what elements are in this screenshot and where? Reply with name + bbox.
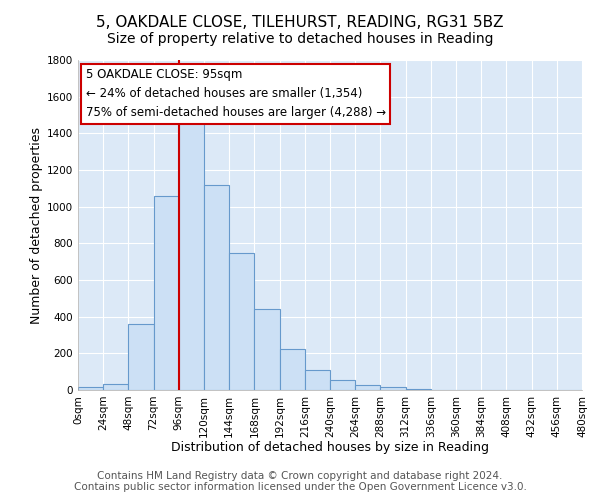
Bar bbox=[330, 380, 355, 390]
X-axis label: Distribution of detached houses by size in Reading: Distribution of detached houses by size … bbox=[171, 441, 489, 454]
Y-axis label: Number of detached properties: Number of detached properties bbox=[30, 126, 43, 324]
Bar bbox=[305, 370, 330, 390]
Bar bbox=[179, 120, 204, 390]
Bar bbox=[280, 349, 305, 390]
Bar bbox=[380, 386, 406, 390]
Bar bbox=[78, 387, 103, 390]
Bar bbox=[406, 389, 431, 390]
Bar bbox=[355, 384, 380, 390]
Bar bbox=[254, 310, 280, 390]
Text: 5, OAKDALE CLOSE, TILEHURST, READING, RG31 5BZ: 5, OAKDALE CLOSE, TILEHURST, READING, RG… bbox=[96, 15, 504, 30]
Text: 5 OAKDALE CLOSE: 95sqm
← 24% of detached houses are smaller (1,354)
75% of semi-: 5 OAKDALE CLOSE: 95sqm ← 24% of detached… bbox=[86, 68, 386, 119]
Bar bbox=[229, 254, 254, 390]
Text: Contains HM Land Registry data © Crown copyright and database right 2024.
Contai: Contains HM Land Registry data © Crown c… bbox=[74, 471, 526, 492]
Bar bbox=[103, 384, 128, 390]
Bar bbox=[128, 324, 154, 390]
Bar bbox=[204, 184, 229, 390]
Text: Size of property relative to detached houses in Reading: Size of property relative to detached ho… bbox=[107, 32, 493, 46]
Bar bbox=[154, 196, 179, 390]
